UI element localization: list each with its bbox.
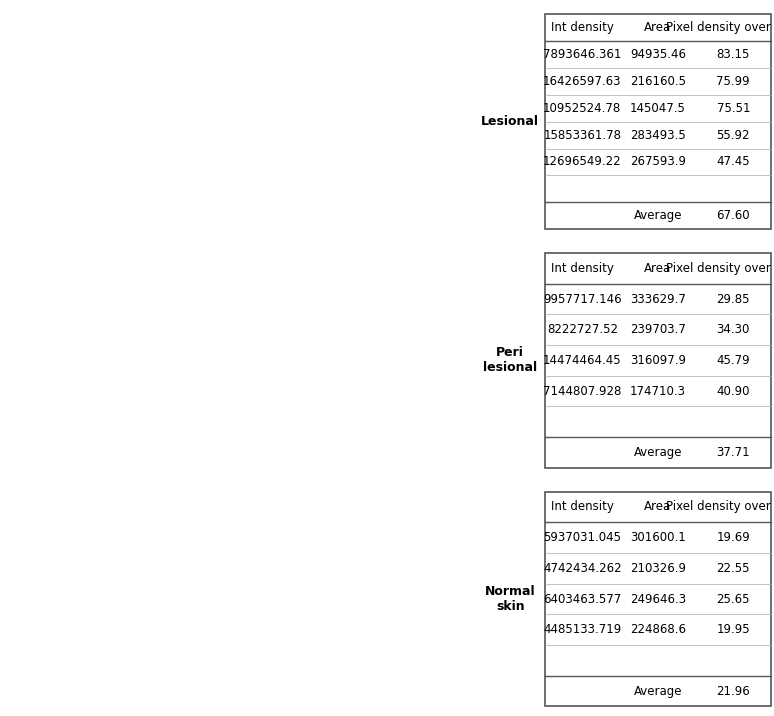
Text: 25.65: 25.65: [717, 593, 750, 606]
Text: 6403463.577: 6403463.577: [543, 593, 622, 606]
Bar: [545, 14, 771, 229]
Text: Int density: Int density: [551, 262, 614, 275]
Text: Area: Area: [644, 21, 671, 34]
Text: 22.55: 22.55: [717, 562, 750, 575]
Text: 4485133.719: 4485133.719: [543, 623, 622, 637]
Text: 19.69: 19.69: [717, 531, 750, 544]
Text: 29.85: 29.85: [717, 293, 750, 306]
Text: 40.90: 40.90: [717, 384, 750, 397]
Text: Int density: Int density: [551, 21, 614, 34]
Text: 283493.5: 283493.5: [630, 129, 686, 142]
Text: Peri
lesional: Peri lesional: [483, 347, 537, 374]
Text: 45.79: 45.79: [717, 354, 750, 367]
Text: Lesional: Lesional: [481, 115, 539, 128]
Text: Average: Average: [634, 684, 682, 697]
Text: 75.99: 75.99: [717, 75, 750, 88]
Text: 8222727.52: 8222727.52: [546, 323, 618, 337]
Bar: [545, 253, 771, 468]
Text: Area: Area: [644, 500, 671, 513]
Text: 216160.5: 216160.5: [630, 75, 686, 88]
Text: Pixel density over area: Pixel density over area: [666, 262, 774, 275]
Text: Normal
skin: Normal skin: [485, 585, 536, 613]
Text: Average: Average: [634, 209, 682, 222]
Text: 210326.9: 210326.9: [630, 562, 686, 575]
Text: Average: Average: [634, 446, 682, 459]
Text: 15853361.78: 15853361.78: [543, 129, 622, 142]
Text: 316097.9: 316097.9: [630, 354, 686, 367]
Text: Area: Area: [644, 262, 671, 275]
Text: 174710.3: 174710.3: [630, 384, 686, 397]
Text: 12696549.22: 12696549.22: [543, 155, 622, 168]
Bar: [545, 492, 771, 707]
Text: 9957717.146: 9957717.146: [543, 293, 622, 306]
Text: 55.92: 55.92: [717, 129, 750, 142]
Text: 19.95: 19.95: [717, 623, 750, 637]
Text: 83.15: 83.15: [717, 48, 750, 61]
Text: 333629.7: 333629.7: [630, 293, 686, 306]
Text: 7893646.361: 7893646.361: [543, 48, 622, 61]
Text: 224868.6: 224868.6: [630, 623, 686, 637]
Text: 21.96: 21.96: [717, 684, 750, 697]
Text: 75.51: 75.51: [717, 102, 750, 115]
Text: 5937031.045: 5937031.045: [543, 531, 622, 544]
Text: Pixel density over area: Pixel density over area: [666, 21, 774, 34]
Text: 145047.5: 145047.5: [630, 102, 686, 115]
Text: 67.60: 67.60: [717, 209, 750, 222]
Text: 267593.9: 267593.9: [630, 155, 686, 168]
Text: 4742434.262: 4742434.262: [543, 562, 622, 575]
Text: 239703.7: 239703.7: [630, 323, 686, 337]
Text: 34.30: 34.30: [717, 323, 750, 337]
Text: 94935.46: 94935.46: [630, 48, 686, 61]
Text: 14474464.45: 14474464.45: [543, 354, 622, 367]
Text: Pixel density over area: Pixel density over area: [666, 500, 774, 513]
Text: 7144807.928: 7144807.928: [543, 384, 622, 397]
Text: 16426597.63: 16426597.63: [543, 75, 622, 88]
Text: 37.71: 37.71: [717, 446, 750, 459]
Text: 249646.3: 249646.3: [630, 593, 686, 606]
Text: 10952524.78: 10952524.78: [543, 102, 622, 115]
Text: Int density: Int density: [551, 500, 614, 513]
Text: 301600.1: 301600.1: [630, 531, 686, 544]
Text: 47.45: 47.45: [717, 155, 750, 168]
